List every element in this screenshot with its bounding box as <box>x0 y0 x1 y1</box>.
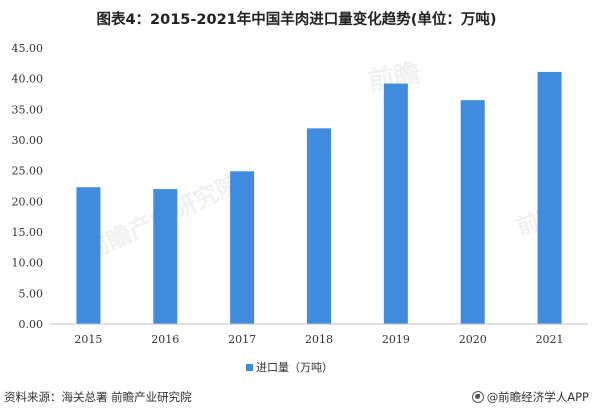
bar-2021 <box>537 71 562 324</box>
source-note: 资料来源：海关总署 前瞻产业研究院 <box>4 390 192 404</box>
x-tick-label: 2021 <box>536 333 564 346</box>
y-tick-label: 35.00 <box>12 103 44 116</box>
y-tick-label: 40.00 <box>12 73 44 86</box>
bar-2017 <box>230 171 255 324</box>
y-tick-label: 0.00 <box>19 318 44 331</box>
y-tick-label: 20.00 <box>12 195 44 208</box>
legend-swatch <box>246 364 253 371</box>
legend: 进口量（万吨） <box>246 361 333 374</box>
y-tick-label: 30.00 <box>12 134 44 147</box>
bar-2015 <box>76 187 101 324</box>
qianzhan-logo-icon <box>471 391 484 403</box>
bar-2019 <box>383 83 408 324</box>
bars <box>76 71 562 324</box>
x-tick-label: 2020 <box>459 333 487 346</box>
x-tick-label: 2018 <box>305 333 333 346</box>
bar-2020 <box>460 100 485 324</box>
y-tick-label: 15.00 <box>12 226 44 239</box>
x-tick-label: 2017 <box>228 333 256 346</box>
brand-label: @前瞻经济学人APP <box>486 390 589 404</box>
legend-label: 进口量（万吨） <box>256 361 333 374</box>
bar-2016 <box>153 189 178 324</box>
chart-title: 图表4：2015-2021年中国羊肉进口量变化趋势(单位：万吨) <box>96 12 497 28</box>
y-tick-label: 25.00 <box>12 165 44 178</box>
x-tick-label: 2019 <box>382 333 410 346</box>
y-tick-label: 45.00 <box>12 42 44 55</box>
x-tick-label: 2016 <box>151 333 179 346</box>
bar-2018 <box>307 128 331 324</box>
brand-credit: @前瞻经济学人APP <box>471 389 589 405</box>
x-axis-tick-labels: 2015 2016 2017 2018 2019 2020 2021 <box>74 333 563 346</box>
x-tick-label: 2015 <box>74 333 102 346</box>
y-tick-label: 10.00 <box>12 257 44 270</box>
y-tick-label: 5.00 <box>19 287 44 300</box>
y-axis-tick-labels: 0.00 5.00 10.00 15.00 20.00 25.00 30.00 35.00 40… <box>12 42 44 331</box>
